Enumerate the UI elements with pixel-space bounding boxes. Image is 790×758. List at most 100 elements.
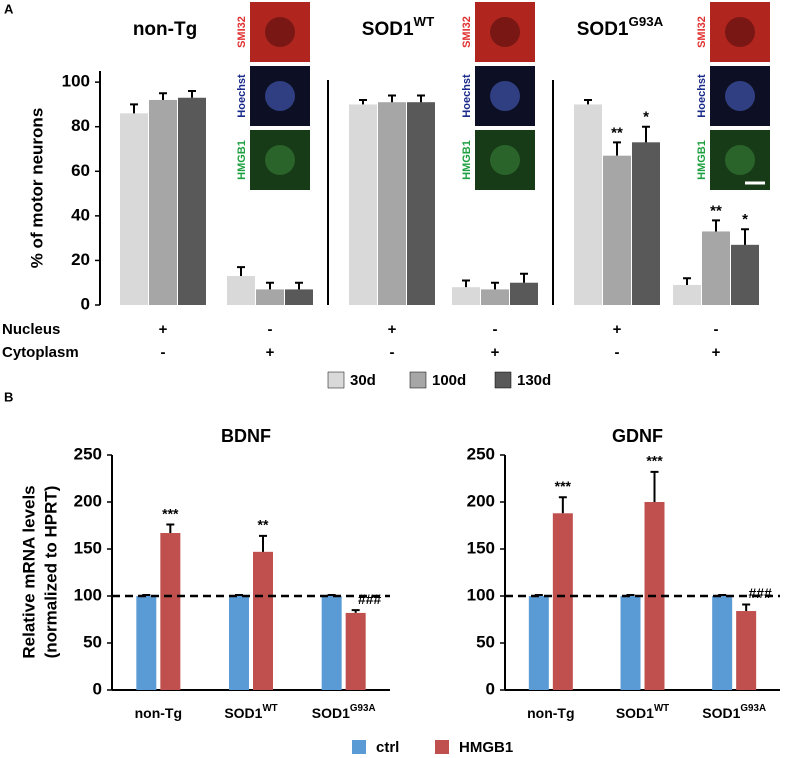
row-sign: +	[388, 321, 397, 338]
bar	[574, 104, 602, 305]
error-bar	[166, 523, 175, 534]
x-tick-label: SOD1WT	[224, 703, 277, 721]
y-tick-label: 80	[71, 116, 90, 135]
significance: *	[643, 109, 649, 126]
micrograph-cell	[265, 81, 295, 111]
significance: *	[742, 211, 748, 228]
bar	[321, 596, 342, 690]
y-tick-label: 150	[74, 538, 102, 557]
chart-title: GDNF	[612, 426, 663, 446]
x-tick-label-part: non-Tg	[527, 705, 574, 721]
bar	[378, 102, 406, 305]
micrograph-cell	[265, 145, 295, 175]
row-label: Cytoplasm	[2, 344, 79, 361]
image-label: HMGB1	[461, 140, 473, 180]
bar	[552, 513, 573, 690]
micrograph-cell	[490, 17, 520, 47]
x-tick-label-part: SOD1	[224, 705, 262, 721]
bar	[620, 596, 641, 690]
error-bar	[237, 266, 245, 277]
panel-label: B	[4, 389, 13, 404]
error-bar	[295, 281, 303, 290]
error-bar	[351, 609, 360, 613]
significance: **	[258, 517, 269, 533]
row-sign: +	[712, 344, 721, 361]
y-tick-label: 100	[467, 585, 495, 604]
group-title: non-Tg	[133, 19, 197, 40]
bar	[510, 282, 538, 305]
legend-label: 30d	[350, 372, 376, 389]
bar	[285, 289, 313, 305]
error-bar	[613, 141, 621, 156]
error-bar	[159, 92, 167, 100]
image-label: Hoechst	[461, 74, 473, 118]
bar	[673, 284, 701, 305]
legend-swatch	[494, 371, 512, 389]
y-tick-label: 20	[71, 250, 90, 269]
image-label: SMI32	[461, 16, 473, 48]
y-axis-label: (normalized to HPRT)	[41, 486, 60, 659]
x-tick-label-part: SOD1	[702, 705, 740, 721]
legend-swatch	[352, 740, 366, 754]
group-title-part: G93A	[629, 14, 664, 29]
image-label: HMGB1	[696, 140, 708, 180]
panel-label: A	[4, 1, 14, 16]
bar	[407, 102, 435, 305]
error-bar	[462, 279, 470, 288]
x-tick-label-part: WT	[262, 703, 277, 714]
image-label: SMI32	[696, 16, 708, 48]
error-bar	[188, 90, 196, 98]
row-sign: -	[493, 321, 498, 338]
bar	[227, 276, 255, 305]
bar	[120, 113, 148, 305]
row-sign: +	[266, 344, 275, 361]
y-tick-label: 200	[74, 491, 102, 510]
error-bar	[642, 125, 650, 143]
row-label: Nucleus	[2, 321, 60, 338]
group-title: SOD1WT	[362, 14, 434, 40]
x-tick-label-part: G93A	[350, 703, 376, 714]
y-axis-label: % of motor neurons	[27, 108, 46, 269]
error-bar	[388, 94, 396, 103]
y-tick-label: 150	[467, 538, 495, 557]
bar	[229, 596, 249, 690]
bar	[452, 287, 480, 305]
x-tick-label: SOD1WT	[616, 703, 669, 721]
chart-title: BDNF	[221, 426, 271, 446]
y-tick-label: 0	[81, 294, 90, 313]
y-tick-label: 0	[486, 679, 495, 698]
legend-label: 130d	[517, 372, 551, 389]
y-tick-label: 50	[476, 632, 495, 651]
group-title-part: SOD1	[362, 19, 414, 40]
row-sign: -	[268, 321, 273, 338]
y-tick-label: 40	[71, 205, 90, 224]
micrograph-cell	[490, 81, 520, 111]
bar	[253, 551, 273, 690]
row-sign: -	[390, 344, 395, 361]
x-tick-label: SOD1G93A	[312, 703, 376, 721]
group-title-part: non-Tg	[133, 19, 197, 40]
bar	[160, 533, 181, 690]
legend-label: 100d	[432, 372, 466, 389]
y-axis-label: Relative mRNA levels	[19, 485, 38, 658]
bar	[178, 97, 206, 305]
y-tick-label: 250	[74, 444, 102, 463]
row-sign: +	[613, 321, 622, 338]
error-bar	[130, 103, 138, 114]
error-bar	[259, 534, 267, 552]
error-bar	[417, 94, 425, 103]
image-label: HMGB1	[236, 140, 248, 180]
bar	[632, 142, 660, 305]
significance: ***	[555, 478, 572, 494]
y-tick-label: 60	[71, 161, 90, 180]
image-label: Hoechst	[236, 74, 248, 118]
error-bar	[712, 219, 720, 232]
x-tick-label: non-Tg	[527, 705, 574, 721]
row-sign: -	[714, 321, 719, 338]
error-bar	[742, 603, 751, 612]
row-sign: +	[491, 344, 500, 361]
significance: ***	[162, 505, 179, 521]
error-bar	[741, 228, 749, 245]
error-bar	[584, 98, 592, 105]
